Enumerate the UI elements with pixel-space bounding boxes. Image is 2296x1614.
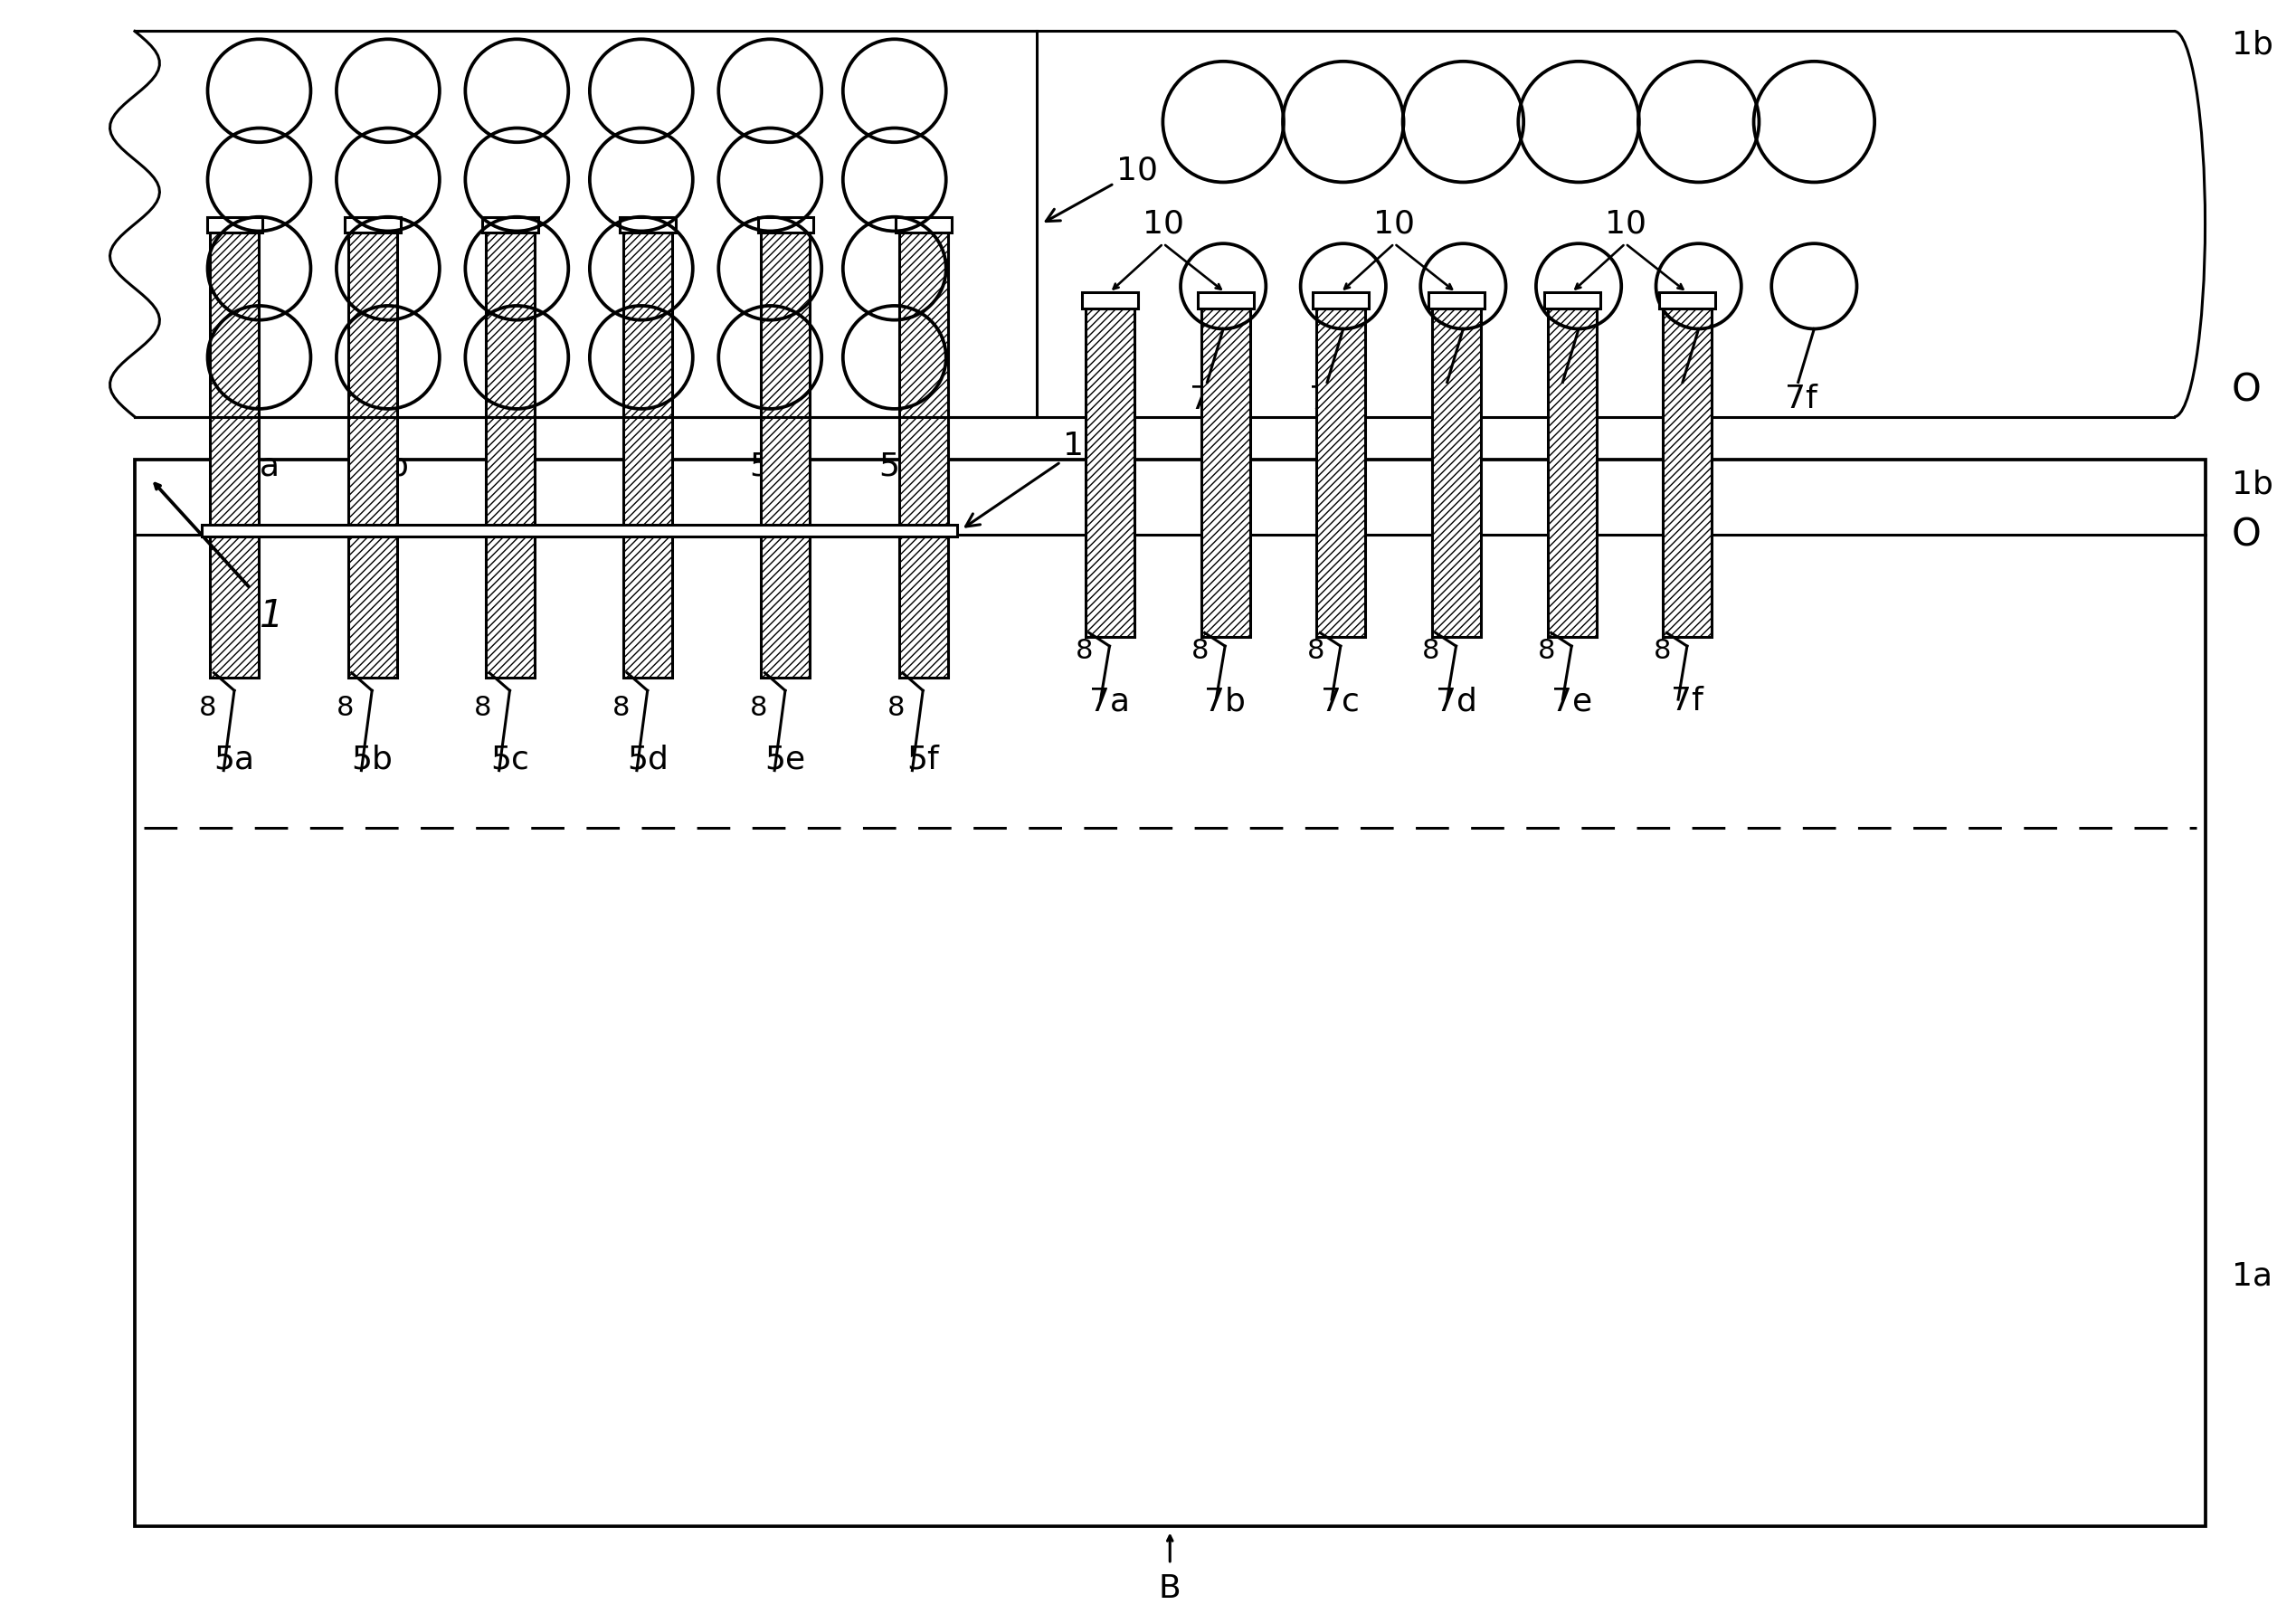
Text: 7a: 7a [1088,686,1130,717]
Bar [620,216,675,232]
Text: 7a: 7a [1189,384,1231,415]
Bar [344,216,400,232]
Text: 8: 8 [475,696,491,721]
Text: 8: 8 [1538,638,1554,663]
Text: 10: 10 [1605,208,1646,239]
Text: 8: 8 [200,696,216,721]
Text: B: B [1159,1574,1180,1604]
Bar [1201,308,1249,638]
Text: 10: 10 [967,431,1104,526]
Text: 8: 8 [751,696,767,721]
Text: 8: 8 [1306,638,1325,663]
Bar [1316,308,1366,638]
Text: 7e: 7e [1665,384,1706,415]
Bar [349,232,397,678]
Text: 7e: 7e [1552,686,1591,717]
Text: 1b: 1b [2232,470,2273,500]
Text: 7d: 7d [1545,384,1587,415]
Text: 10: 10 [1143,208,1185,239]
Bar [1199,292,1254,308]
Bar [895,216,951,232]
Text: 8: 8 [1077,638,1093,663]
Text: 5a: 5a [214,744,255,775]
Text: 8: 8 [338,696,354,721]
Bar [1081,292,1139,308]
Text: 5d: 5d [627,744,668,775]
Text: 8: 8 [1192,638,1210,663]
Text: 1a: 1a [2232,1261,2273,1291]
Bar [625,232,673,678]
Bar [487,232,535,678]
Text: 7d: 7d [1435,686,1476,717]
Bar [482,216,537,232]
Text: 5d: 5d [620,450,661,481]
Bar [1433,308,1481,638]
Bar [135,460,2204,1525]
Bar [1428,292,1486,308]
Text: 1b: 1b [2232,29,2273,60]
Text: 7c: 7c [1320,686,1359,717]
Text: 1: 1 [259,597,282,636]
Text: 5b: 5b [351,744,393,775]
Bar [762,232,810,678]
Text: 5c: 5c [491,744,528,775]
Bar [758,216,813,232]
Bar [207,216,262,232]
Bar [900,232,948,678]
Text: 5f: 5f [879,450,912,481]
Text: 10: 10 [1373,208,1414,239]
Text: 8: 8 [613,696,629,721]
Text: 7f: 7f [1671,686,1704,717]
Text: 8: 8 [889,696,905,721]
Bar [135,31,1038,416]
Text: 5a: 5a [239,450,280,481]
Text: 7b: 7b [1309,384,1350,415]
Bar [1660,292,1715,308]
Text: 8: 8 [1653,638,1671,663]
Bar [1086,308,1134,638]
Text: 5e: 5e [751,450,790,481]
Bar [211,232,259,678]
Text: 7f: 7f [1784,384,1816,415]
Text: 10: 10 [1047,155,1157,221]
Text: 5c: 5c [498,450,537,481]
Text: 7c: 7c [1430,384,1469,415]
Text: 5f: 5f [907,744,939,775]
Bar [1313,292,1368,308]
Text: O: O [2232,516,2262,554]
Bar [1543,292,1600,308]
Text: 7b: 7b [1205,686,1247,717]
Text: 8: 8 [1421,638,1440,663]
Text: 5e: 5e [765,744,806,775]
Bar [202,525,957,537]
Text: 5b: 5b [367,450,409,481]
Text: O: O [2232,371,2262,410]
Bar [1662,308,1713,638]
Bar [1548,308,1596,638]
